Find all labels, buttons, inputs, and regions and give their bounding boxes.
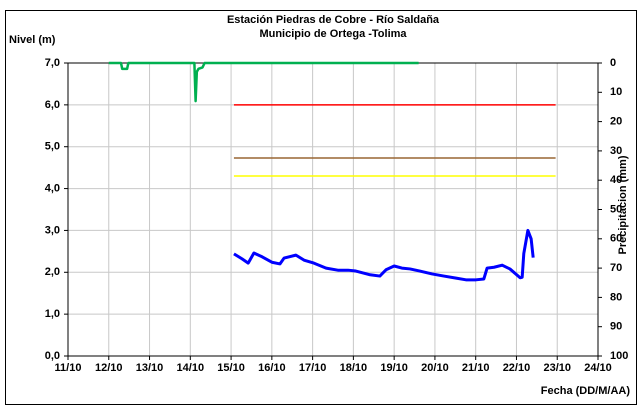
plot-area [67,62,599,357]
chart-title: Estación Piedras de Cobre - Río Saldaña [227,14,440,26]
y-tick-label: 4,0 [45,182,60,194]
series-line [233,228,535,282]
x-tick-label: 19/10 [380,362,408,374]
x-tick-label: 17/10 [299,362,327,374]
y2-tick-label: 100 [610,350,628,362]
y-tick-label: 3,0 [45,224,60,236]
y2-tick-label: 30 [610,145,622,157]
y-tick-label: 0,0 [45,350,60,362]
x-axis-label: Fecha (DD/M/AA) [541,385,631,397]
y-tick-label: 7,0 [45,57,60,69]
y2-tick-label: 0 [610,57,616,69]
series-line [108,61,419,103]
x-tick-label: 24/10 [584,362,612,374]
y-tick-label: 2,0 [45,266,60,278]
y-tick-label: 6,0 [45,99,60,111]
x-tick-label: 22/10 [503,362,531,374]
y2-tick-label: 90 [610,321,622,333]
y2-tick-label: 10 [610,86,622,98]
x-tick-label: 15/10 [217,362,245,374]
x-tick-label: 12/10 [95,362,123,374]
x-tick-label: 18/10 [340,362,368,374]
y2-tick-label: 50 [610,203,622,215]
y2-tick-label: 80 [610,291,622,303]
x-tick-label: 13/10 [136,362,164,374]
y2-tick-label: 70 [610,262,622,274]
x-tick-label: 16/10 [258,362,286,374]
y2-tick-label: 40 [610,174,622,186]
chart-frame [5,10,637,405]
x-tick-label: 14/10 [177,362,205,374]
chart-subtitle: Municipio de Ortega -Tolima [259,28,407,40]
y2-tick-label: 20 [610,116,622,128]
y-tick-label: 1,0 [45,308,60,320]
y2-axis-label: Precipitacion (mm) [617,155,629,254]
y2-tick-label: 60 [610,233,622,245]
x-tick-label: 23/10 [543,362,571,374]
x-tick-label: 11/10 [55,362,82,374]
x-tick-label: 20/10 [421,362,449,374]
y-axis-label: Nivel (m) [9,34,56,46]
x-tick-label: 21/10 [462,362,490,374]
y-tick-label: 5,0 [45,141,60,153]
